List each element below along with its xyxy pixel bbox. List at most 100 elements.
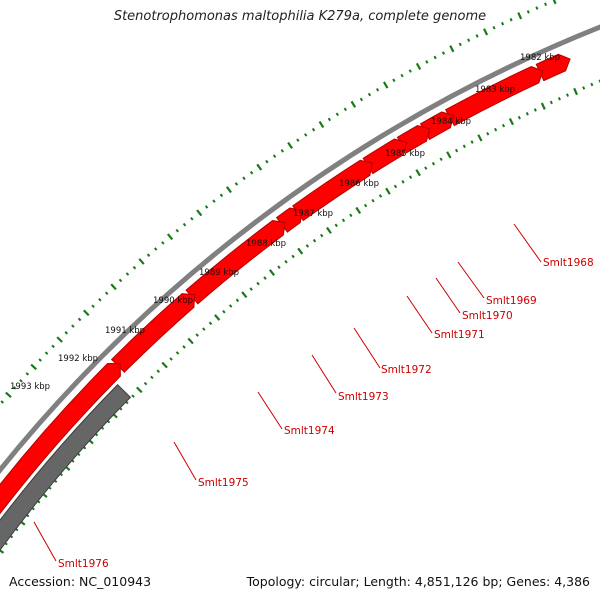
inner-ring-tick (202, 327, 206, 331)
gene-label: Smlt1974 (284, 425, 335, 437)
inner-ring-tick (326, 226, 332, 234)
gene-label: Smlt1973 (338, 391, 389, 403)
gene-label: Smlt1976 (58, 558, 109, 570)
inner-ring-tick (385, 187, 391, 195)
outer-ring-tick (71, 324, 75, 328)
outer-ring-tick (296, 138, 300, 142)
inner-ring-tick (424, 166, 428, 170)
inner-ring-tick (590, 82, 594, 87)
gene-label: Smlt1972 (381, 364, 432, 376)
outer-ring-tick (204, 205, 209, 209)
inner-ring-tick (349, 213, 353, 218)
kbp-label: 1989 kbp (199, 268, 239, 278)
outer-ring-tick (110, 283, 117, 291)
outer-ring-tick (272, 154, 277, 159)
inner-ring-tick (431, 161, 436, 166)
gene-arrow (0, 384, 132, 552)
gene-label: Smlt1969 (486, 295, 537, 307)
outer-ring-tick (400, 73, 404, 78)
inner-ring-tick (222, 309, 226, 314)
inner-ring-tick (187, 337, 194, 345)
inner-ring-tick (573, 87, 578, 96)
outer-ring-tick (5, 391, 12, 399)
outer-ring-tick (138, 258, 145, 265)
outer-ring-tick (535, 6, 539, 10)
inner-ring-tick (540, 102, 546, 110)
inner-ring-tick (277, 265, 281, 269)
outer-ring-tick (392, 78, 396, 83)
outer-ring-tick (91, 304, 95, 309)
outer-ring-tick (359, 97, 364, 102)
inner-ring-tick (533, 108, 537, 112)
inner-ring-tick (557, 96, 561, 101)
inner-ring-tick (508, 118, 514, 126)
outer-ring-tick (125, 272, 130, 276)
outer-ring-tick (98, 297, 102, 302)
inner-ring-tick (415, 169, 421, 177)
outer-ring-tick (382, 81, 389, 89)
kbp-label: 1988 kbp (246, 239, 286, 249)
inner-ring-tick (175, 351, 180, 355)
outer-ring-tick (64, 331, 69, 335)
gene-label: Smlt1971 (434, 329, 485, 341)
gene-leader-line (311, 354, 337, 394)
inner-ring-tick (439, 157, 443, 162)
outer-ring-tick (509, 17, 513, 22)
inner-ring-tick (446, 151, 452, 159)
outer-ring-tick (77, 317, 82, 322)
inner-ring-tick (393, 184, 398, 189)
inner-ring-tick (284, 259, 288, 264)
inner-ring-tick (182, 345, 186, 349)
inner-ring-tick (195, 333, 199, 337)
outer-ring-tick (38, 358, 42, 362)
outer-ring-tick (153, 247, 158, 251)
outer-ring-tick (19, 379, 23, 383)
topology-label: Topology: circular; Length: 4,851,126 bp… (246, 574, 590, 589)
inner-ring-tick (161, 361, 168, 369)
inner-ring-tick (477, 134, 483, 142)
outer-ring-tick (343, 107, 347, 112)
outer-ring-tick (467, 38, 471, 42)
outer-ring-tick (350, 100, 357, 108)
outer-ring-tick (327, 117, 332, 122)
inner-ring-tick (525, 112, 529, 116)
gene-label: Smlt1975 (198, 477, 249, 489)
gene-leader-line (257, 391, 283, 430)
inner-ring-tick (235, 298, 240, 303)
outer-ring-tick (552, 0, 557, 5)
gene-label: Smlt1968 (543, 257, 594, 269)
outer-ring-tick (56, 336, 63, 343)
outer-ring-tick (161, 241, 165, 245)
gene-leader-line (435, 277, 461, 314)
inner-ring-tick (517, 115, 521, 120)
inner-ring-tick (363, 203, 368, 208)
outer-ring-tick (256, 163, 263, 171)
outer-ring-tick (242, 176, 246, 181)
inner-ring-tick (408, 175, 413, 180)
gene-arrow (292, 159, 373, 222)
gene-arrow (185, 220, 286, 305)
outer-ring-tick (544, 2, 548, 7)
gene-leader-line (353, 327, 381, 369)
outer-ring-tick (0, 400, 5, 404)
outer-ring-tick (375, 87, 380, 92)
inner-ring-tick (454, 148, 459, 153)
inner-ring-tick (549, 100, 553, 105)
gene-label: Smlt1970 (462, 310, 513, 322)
inner-ring-tick (501, 123, 506, 128)
outer-ring-tick (501, 21, 505, 26)
outer-ring-tick (526, 10, 530, 14)
kbp-label: 1986 kbp (339, 179, 379, 189)
backbone-layer (0, 24, 600, 475)
outer-ring-tick (304, 133, 308, 137)
outer-ring-tick (287, 141, 293, 149)
outer-ring-tick (132, 265, 137, 270)
outer-ring-tick (104, 291, 109, 296)
inner-ring-tick (462, 144, 466, 149)
outer-ring-tick (335, 112, 339, 117)
inner-ring-tick (470, 140, 474, 144)
kbp-label: 1983 kbp (475, 85, 515, 95)
gene-arrow (445, 66, 544, 127)
